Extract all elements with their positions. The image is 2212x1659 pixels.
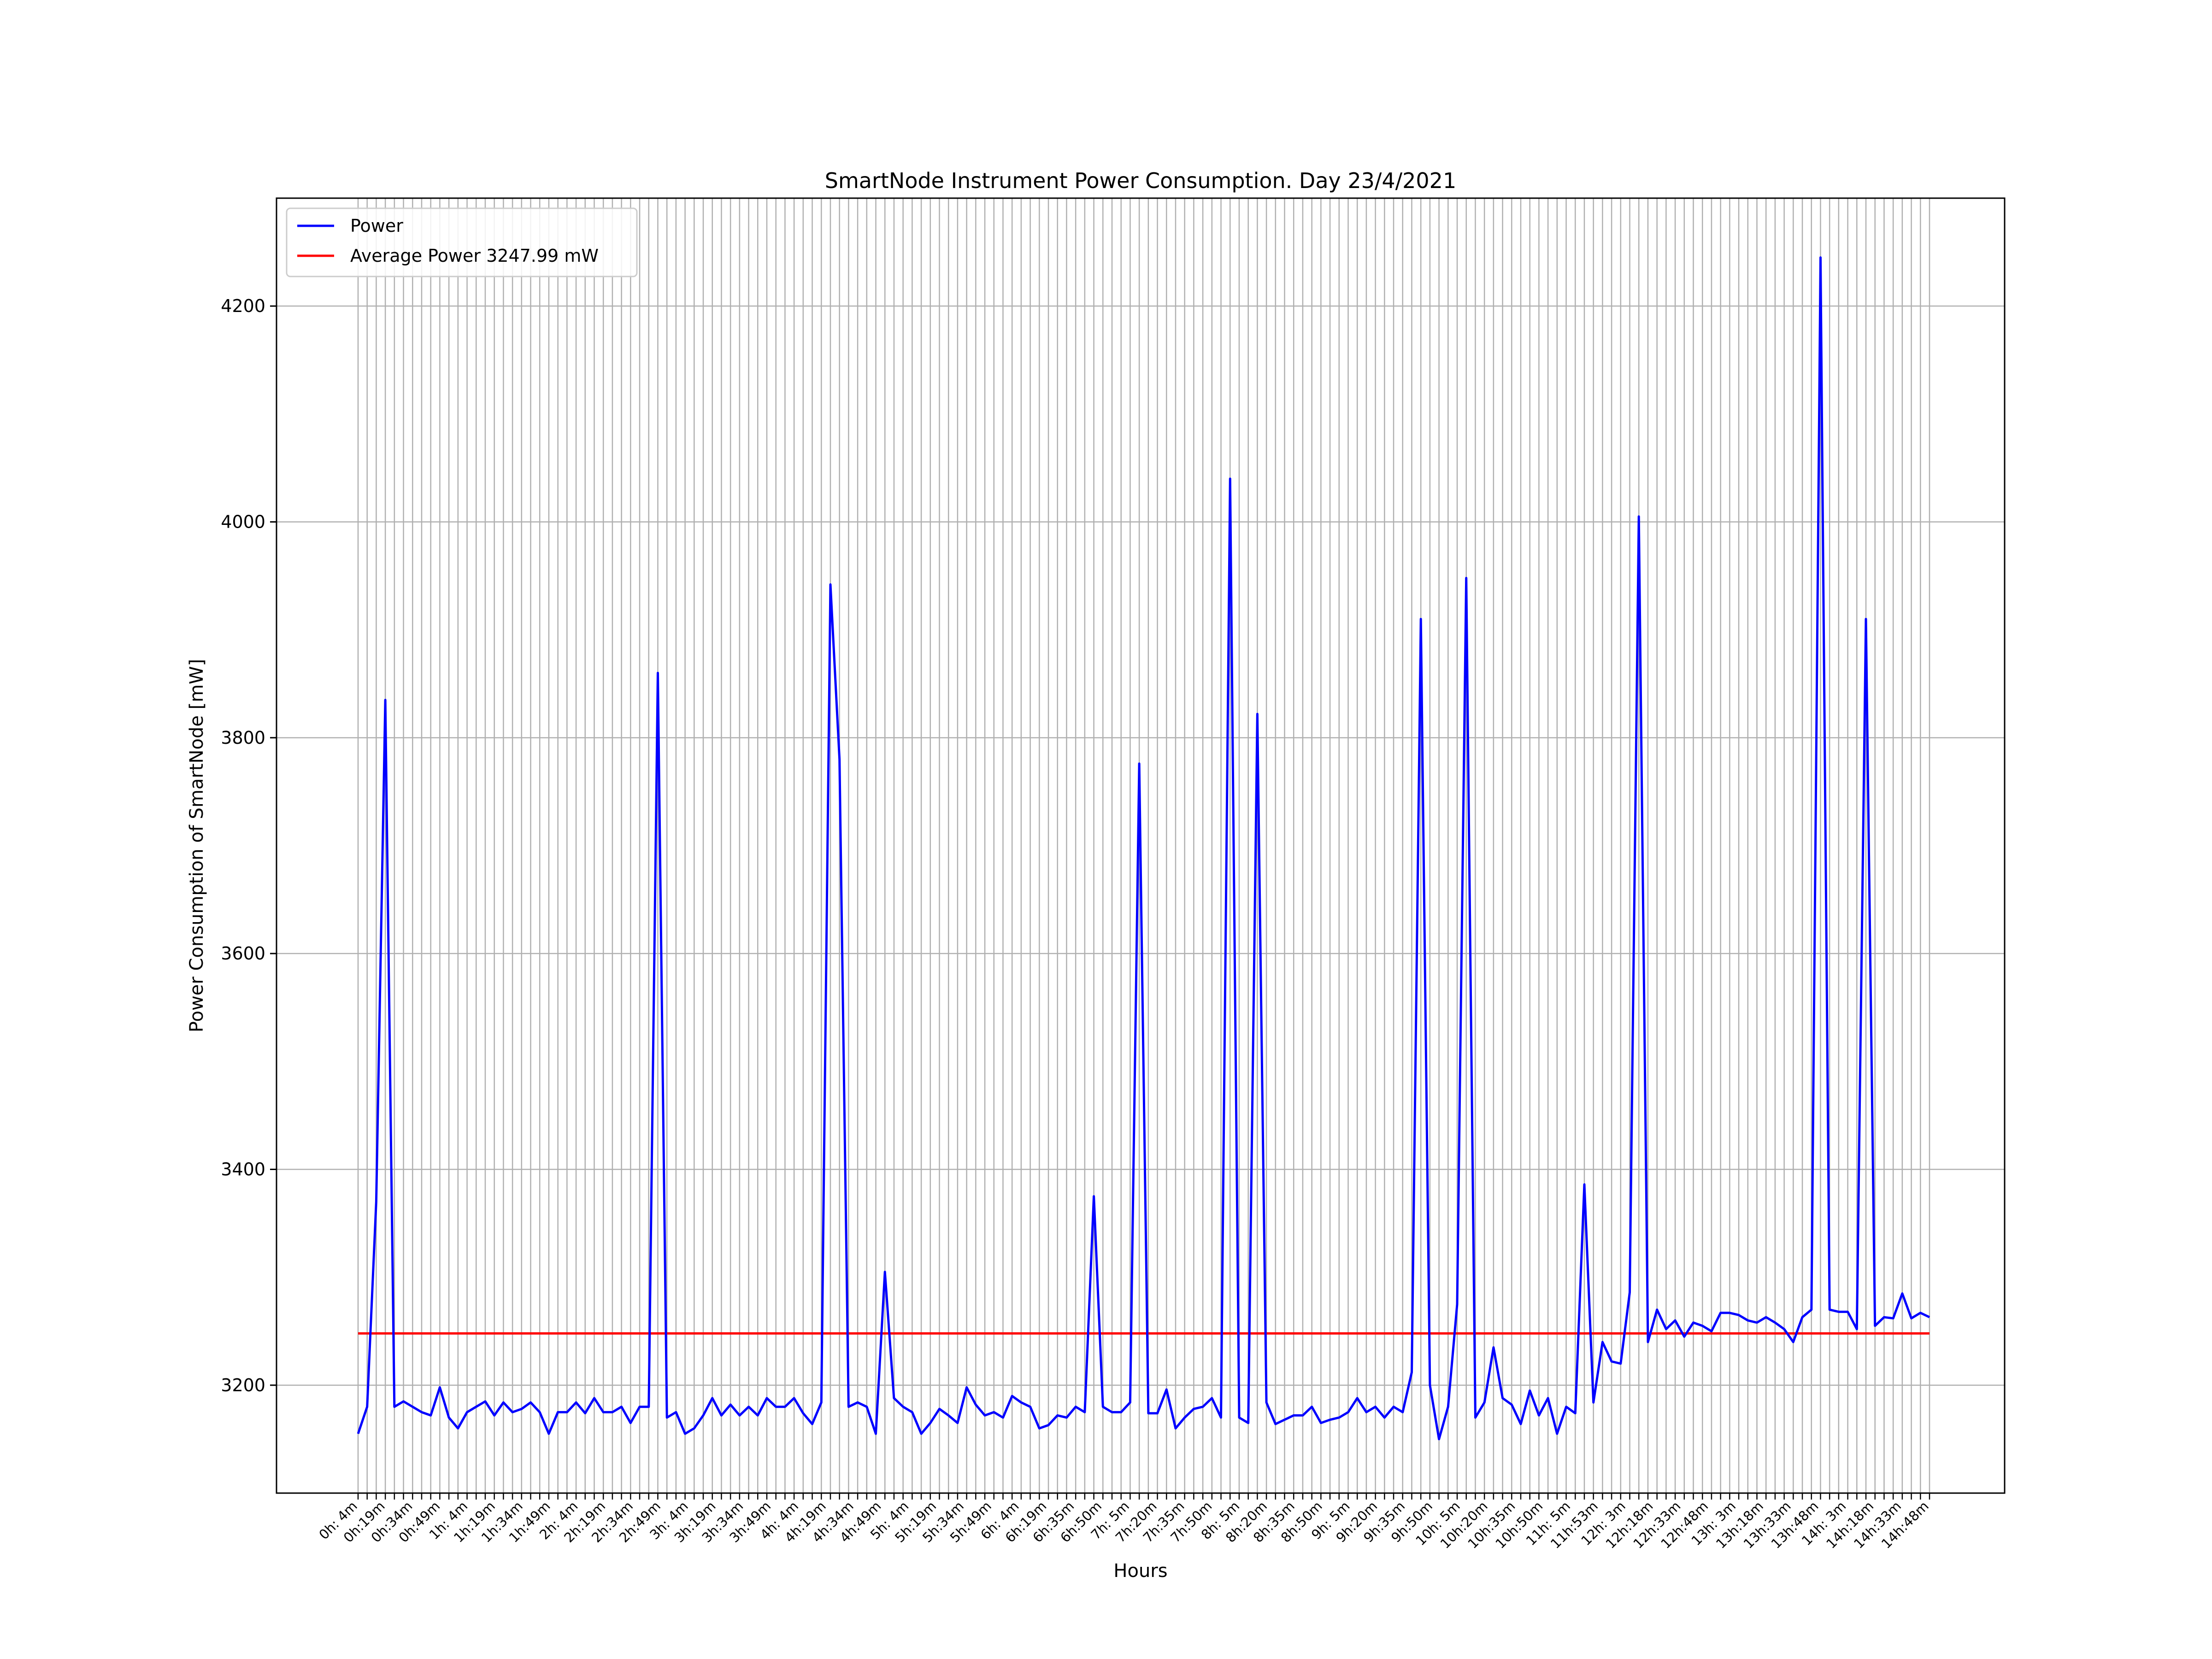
chart-title: SmartNode Instrument Power Consumption. … — [825, 168, 1456, 193]
legend: Power Average Power 3247.99 mW — [286, 207, 638, 277]
legend-box — [286, 207, 638, 277]
y-tick-label: 3200 — [221, 1375, 265, 1395]
legend-label-power: Power — [350, 216, 403, 236]
y-axis-label: Power Consumption of SmartNode [mW] — [186, 659, 207, 1032]
plot-frame — [276, 197, 2006, 1494]
legend-label-average: Average Power 3247.99 mW — [350, 246, 599, 266]
power-series-line — [357, 256, 1930, 1441]
y-tick-label: 3400 — [221, 1159, 265, 1180]
power-line-group — [357, 256, 1930, 1441]
y-tick-label: 3800 — [221, 728, 265, 748]
y-tick-label: 4200 — [221, 296, 265, 316]
y-tick-label: 3600 — [221, 943, 265, 964]
y-tick-label: 4000 — [221, 512, 265, 532]
y-axis-ticks: 3200 3400 3600 3800 4000 4200 — [221, 296, 276, 1395]
x-axis-label: Hours — [1113, 1560, 1167, 1582]
